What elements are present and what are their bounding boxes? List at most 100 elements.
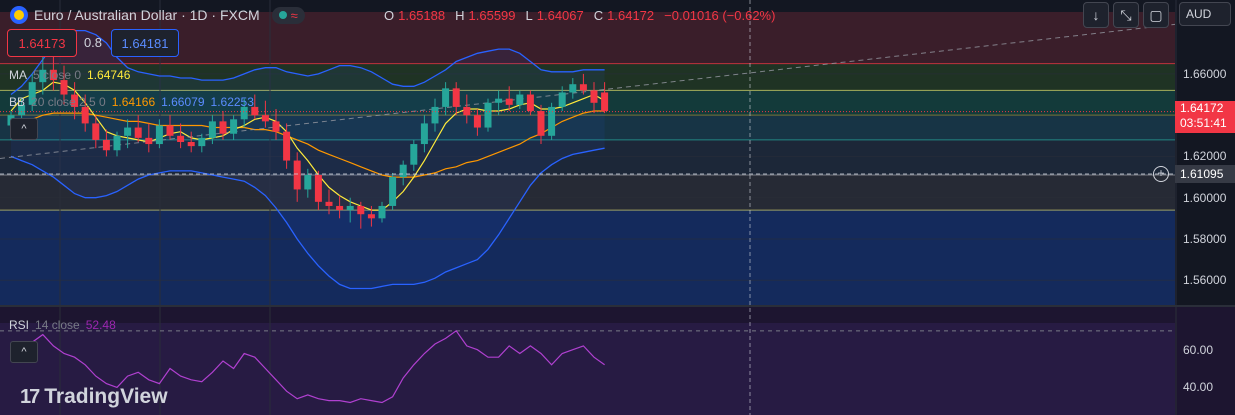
sell-button[interactable]: 1.64173 (7, 29, 77, 57)
candle-body (442, 88, 450, 107)
trend-line (0, 23, 1176, 159)
candle-body (124, 127, 132, 136)
candle-body (399, 164, 407, 178)
currency-select[interactable]: AUD (1179, 2, 1231, 26)
rsi-band-bg (0, 323, 1175, 415)
candle-body (601, 92, 609, 112)
price-zone (0, 210, 1175, 305)
market-open-icon (278, 11, 287, 19)
rsi-line (10, 329, 605, 404)
buy-button[interactable]: 1.64181 (111, 29, 179, 57)
ma-label: MA (9, 68, 27, 82)
candle-body (81, 106, 89, 124)
rsi-params: 14 close (35, 318, 80, 332)
candle-body (219, 121, 227, 134)
candle-body (590, 90, 598, 103)
candle-body (49, 69, 57, 81)
ohlc-value: 1.65599 (468, 8, 516, 23)
arrow-down-icon: ↓ (1092, 7, 1100, 23)
fullscreen-button[interactable]: ▢ (1143, 2, 1169, 28)
candle-body (293, 160, 301, 190)
currency-label: AUD (1186, 7, 1212, 21)
candle-body (484, 102, 492, 128)
bb-label: BB (9, 95, 26, 109)
candle-body (420, 123, 428, 145)
candle-body (177, 135, 185, 142)
crosshair-price-tag: 1.61095 (1175, 165, 1235, 183)
rsi-layer (0, 329, 1175, 404)
ohlc-key: C (593, 8, 604, 23)
candle-body (251, 106, 259, 116)
candle-body (240, 106, 248, 120)
rsi-legend[interactable]: RSI 14 close 52.48 (9, 318, 116, 332)
ohlc-value: 1.64067 (536, 8, 584, 23)
candle-body (102, 139, 110, 151)
expand-button[interactable]: ⤡ (1113, 2, 1139, 28)
scroll-down-button[interactable]: ↓ (1083, 2, 1109, 28)
market-status-pill[interactable]: ≈ (271, 6, 305, 24)
ma5-line (10, 81, 605, 211)
bb-basis-value: 1.64166 (111, 95, 156, 109)
price-zone (0, 12, 1175, 64)
candle-body (187, 141, 195, 147)
candle-body (208, 121, 216, 138)
bar-countdown: 03:51:41 (1180, 116, 1227, 130)
price-axis-label: 1.58000 (1183, 231, 1227, 246)
ohlc-key: H (455, 8, 465, 23)
candle-body (336, 205, 344, 211)
candle-body (71, 94, 79, 107)
grid-layer (0, 0, 1175, 415)
bb-lower-line (10, 147, 605, 290)
ma-value: 1.64746 (87, 68, 131, 82)
price-zone (0, 139, 1175, 176)
candle-body (389, 177, 397, 206)
ohlc-readout: O 1.65188 H 1.65599 L 1.64067 C 1.64172 −0.01016… (384, 8, 781, 23)
candle-body (516, 94, 524, 105)
candle-body (198, 137, 206, 147)
candle-body (325, 201, 333, 206)
candle-body (548, 106, 556, 136)
price-zone (0, 63, 1175, 91)
candle-body (60, 80, 68, 95)
ohlc-key: L (525, 8, 533, 23)
candle-body (230, 119, 238, 134)
background-layer (0, 12, 1235, 415)
bb-basis-line (10, 110, 605, 178)
candle-body (367, 214, 375, 219)
candle-body (28, 82, 36, 105)
fullscreen-icon: ▢ (1149, 6, 1163, 23)
candle-body (463, 106, 471, 116)
candle-body (569, 84, 577, 93)
rsi-axis-label: 60.00 (1183, 342, 1214, 357)
collapse-rsi-button[interactable]: ^ (10, 341, 38, 363)
candle-body (505, 98, 513, 105)
candle-body (537, 111, 545, 136)
price-axis-label: 1.60000 (1183, 190, 1227, 205)
candle-body (304, 175, 312, 190)
candle-body (452, 88, 460, 107)
bb-legend[interactable]: BB 20 close 2.5 0 1.64166 1.66079 1.6225… (9, 95, 254, 109)
candle-body (314, 175, 322, 202)
ma-params: 5 close 0 (33, 68, 82, 82)
tradingview-wordmark: TradingView (44, 385, 168, 408)
last-price-tag: 1.64172 03:51:41 (1175, 101, 1235, 133)
rsi-label: RSI (9, 318, 30, 332)
price-zone (0, 175, 1175, 211)
ma-legend[interactable]: MA 5 close 0 1.64746 (9, 68, 130, 82)
candle-body (558, 92, 566, 107)
candle-body (18, 104, 26, 116)
candle-body (431, 106, 439, 124)
wave-icon: ≈ (290, 7, 298, 23)
collapse-legend-button[interactable]: ^ (10, 118, 38, 140)
candle-body (155, 125, 163, 145)
candle-body (495, 98, 503, 103)
add-alert-icon[interactable]: + (1153, 166, 1169, 182)
symbol-title[interactable]: Euro / Australian Dollar · 1D · FXCM (34, 7, 260, 23)
candle-body (134, 127, 142, 138)
rsi-axis-label: 40.00 (1183, 380, 1214, 395)
indicator-lines-layer (0, 23, 1176, 290)
chart-header: Euro / Australian Dollar · 1D · FXCM ≈ (10, 6, 305, 24)
candle-body (526, 94, 534, 112)
candle-body (357, 205, 365, 215)
candle-body (113, 135, 121, 151)
